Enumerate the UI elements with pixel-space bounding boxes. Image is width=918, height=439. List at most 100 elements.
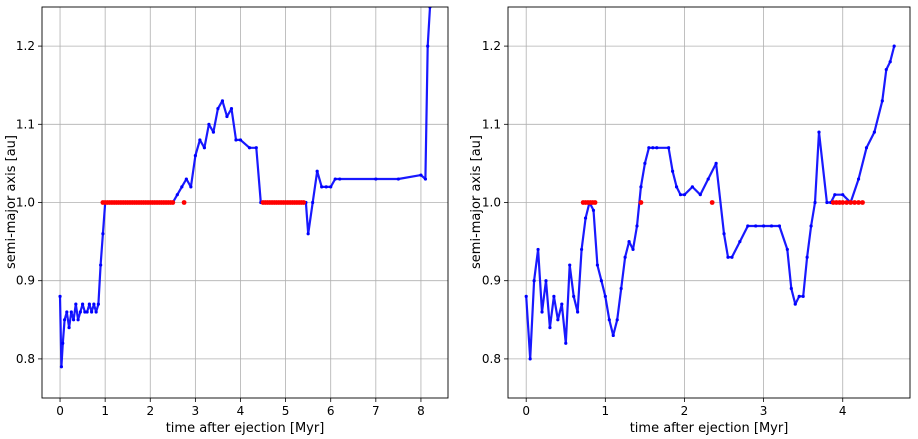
left-x-tick-label: 8 [417, 404, 425, 418]
right-trace-point [627, 240, 631, 244]
left-trace-point [396, 177, 400, 181]
left-y-tick-label: 0.9 [16, 274, 35, 288]
right-y-axis-label: semi-major axis [au] [469, 135, 484, 269]
right-trace-point [864, 146, 869, 150]
right-trace-point [872, 130, 876, 134]
right-trace-point [667, 146, 671, 150]
right-trace-point [643, 161, 647, 165]
right-trace-point [682, 193, 687, 197]
left-trace-point [87, 302, 91, 306]
right-x-tick-label: 1 [602, 404, 610, 418]
right-trace-point [651, 146, 655, 150]
left-trace-point [220, 99, 225, 103]
left-trace-point [65, 310, 69, 314]
left-trace-point [74, 302, 78, 306]
left-x-axis-label: time after ejection [Myr] [166, 421, 325, 436]
left-trace-point [78, 310, 82, 314]
left-y-tick-label: 1.0 [16, 196, 35, 210]
right-trace-point [726, 255, 730, 259]
left-x-tick-label: 2 [146, 404, 154, 418]
left-chart: 0 1 2 3 4 5 6 7 8 0.8 0.9 1.0 1.1 1.2 time after ejec… [4, 6, 449, 436]
right-trace-point [603, 294, 607, 298]
left-trace-point [333, 177, 337, 181]
left-trace-point [85, 310, 89, 314]
right-chart: 0 1 2 3 4 0.8 0.9 1.0 1.1 1.2 time after ejection… [469, 6, 911, 436]
right-trace-point [805, 255, 809, 259]
right-trace-point [572, 294, 576, 298]
right-x-tick-label: 0 [522, 404, 530, 418]
right-trace-point [785, 247, 789, 252]
left-y-axis-label: semi-major axis [au] [4, 135, 19, 269]
right-trace-point [599, 279, 603, 283]
left-trace-point [83, 310, 87, 314]
right-marker-point [848, 200, 854, 205]
right-trace-point [825, 200, 829, 205]
right-trace-point [595, 263, 600, 267]
right-trace-point [762, 224, 766, 228]
right-trace-point [639, 185, 643, 189]
left-trace-point [58, 294, 62, 298]
left-trace-point [189, 185, 193, 189]
right-marker-point [592, 200, 598, 205]
left-x-tick-label: 4 [237, 404, 245, 418]
right-trace-point [880, 99, 884, 103]
left-trace-point [99, 263, 103, 267]
left-data-layer [58, 7, 432, 369]
left-trace-point [247, 146, 252, 150]
left-trace-point [67, 326, 71, 330]
left-trace-point [92, 302, 96, 306]
left-x-tick-label: 3 [192, 404, 200, 418]
right-trace-point [801, 294, 805, 298]
left-trace-point [234, 138, 238, 142]
right-marker-point [856, 200, 861, 205]
left-marker-point [301, 200, 307, 205]
left-marker-point [181, 200, 187, 205]
left-trace-point [225, 114, 229, 119]
left-trace-point [315, 169, 319, 173]
right-trace-point [698, 193, 702, 197]
right-x-tick-label: 4 [839, 404, 847, 418]
right-trace-point [615, 318, 619, 322]
right-marker-point [638, 200, 644, 205]
right-trace-point [738, 240, 742, 244]
right-trace-point [777, 224, 782, 228]
right-trace-point [635, 224, 639, 228]
left-trace-point [61, 341, 65, 345]
right-y-tick-label: 0.8 [482, 352, 501, 366]
left-trace-point [81, 302, 85, 306]
right-y-tick-label: 0.9 [482, 274, 501, 288]
right-trace-point [611, 333, 615, 338]
right-marker-point [709, 200, 715, 205]
left-trace-point [59, 365, 63, 369]
left-trace-point [374, 177, 378, 181]
left-trace-point [306, 232, 310, 236]
right-trace-point [536, 247, 540, 252]
right-trace-point [619, 286, 623, 291]
right-trace-point [532, 279, 536, 283]
left-trace-point [94, 310, 98, 314]
right-trace-point [813, 200, 817, 205]
left-trace-point [184, 177, 188, 181]
right-trace-point [591, 208, 596, 212]
right-x-axis-label: time after ejection [Myr] [630, 421, 789, 436]
right-trace-point [797, 294, 801, 298]
left-trace-point [76, 318, 80, 322]
right-data-layer [524, 44, 896, 361]
left-trace-point [329, 185, 333, 189]
left-trace-point [320, 185, 324, 189]
right-trace-point [552, 294, 556, 298]
right-trace-point [769, 224, 774, 228]
right-trace-point [789, 286, 793, 291]
right-trace-point [817, 130, 821, 134]
left-trace-point [202, 146, 206, 150]
left-x-tick-label: 7 [372, 404, 380, 418]
right-trace-point [690, 185, 694, 189]
left-trace-point [229, 107, 234, 111]
left-trace-point [96, 302, 100, 306]
right-trace-point [564, 341, 568, 345]
left-trace-point [419, 173, 423, 177]
right-trace-point [556, 318, 560, 322]
left-trace-point [311, 200, 315, 205]
right-trace-point [524, 294, 528, 298]
right-trace-point [674, 185, 679, 189]
